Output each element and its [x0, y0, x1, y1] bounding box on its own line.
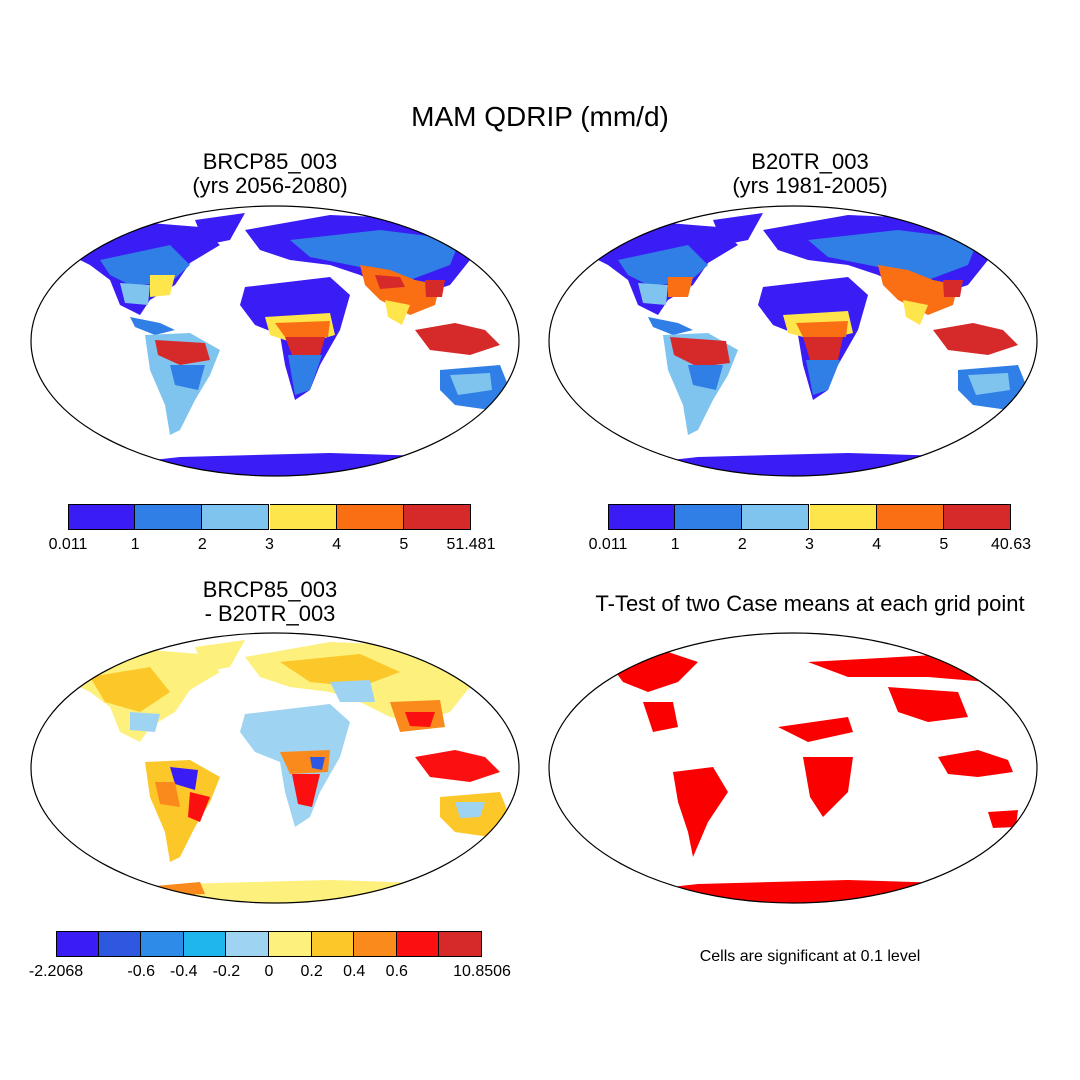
- colorbar-2-box: [675, 504, 743, 530]
- colorbar-1-label: 5: [399, 536, 409, 553]
- colorbar-2-box: [876, 504, 944, 530]
- colorbar-2-label: 5: [939, 536, 949, 553]
- colorbar-2-label: 4: [872, 536, 882, 553]
- colorbar-3-label: -0.2: [212, 963, 241, 980]
- colorbar-3-label: 0.6: [385, 963, 408, 980]
- colorbar-2-label: 1: [670, 536, 680, 553]
- colorbar-3-box: [396, 931, 440, 957]
- map-panel-1-fields: [31, 213, 519, 476]
- map-panel-4-border: [548, 632, 1038, 904]
- colorbar-1-label: 0.011: [48, 536, 88, 553]
- colorbar-2-box: [943, 504, 1011, 530]
- colorbar-3-box: [141, 931, 184, 957]
- colorbar-3-box: [98, 931, 142, 957]
- colorbar-1-box: [336, 504, 404, 530]
- colorbar-3-label: -0.6: [127, 963, 155, 980]
- map-panel-1: [30, 205, 520, 477]
- colorbar-1-label: 4: [332, 536, 342, 553]
- colorbar-1-box: [403, 504, 471, 530]
- colorbar-1-box: [202, 504, 270, 530]
- panel-3-title-line1: BRCP85_003: [202, 577, 338, 602]
- colorbar-3-box: [56, 931, 99, 957]
- map-panel-3-border: [30, 632, 520, 904]
- colorbar-3-label: 0: [264, 963, 274, 980]
- panel-1-title-line1: BRCP85_003: [202, 149, 338, 174]
- colorbar-1-box: [269, 504, 337, 530]
- panel-3-title: BRCP85_003 - B20TR_003: [110, 577, 430, 627]
- colorbar-3-box: [183, 931, 227, 957]
- colorbar-panel-3: -2.2068 -0.6 -0.4 -0.2 0 0.2 0.4 0.6 10.8506: [29, 931, 511, 980]
- colorbar-2-box: [742, 504, 810, 530]
- colorbar-3-label: 0.4: [343, 963, 366, 980]
- colorbar-1-label: 3: [265, 536, 274, 553]
- panel-3-title-line2: - B20TR_003: [204, 601, 336, 627]
- map-panel-3: [30, 632, 520, 904]
- colorbar-3-label: 10.8506: [453, 963, 511, 980]
- colorbar-2-label: 0.011: [588, 536, 628, 553]
- colorbar-1-box: [68, 504, 136, 530]
- colorbar-3-label: -0.4: [170, 963, 198, 980]
- map-panel-4: [548, 632, 1038, 904]
- colorbar-2-label: 40.63: [990, 536, 1032, 553]
- colorbar-2-box: [809, 504, 877, 530]
- panel-2-title: B20TR_003 (yrs 1981-2005): [650, 149, 970, 199]
- colorbar-1-label: 51.481: [446, 536, 496, 553]
- panel-2-title-line1: B20TR_003: [751, 149, 869, 174]
- map-panel-1-border: [30, 205, 520, 477]
- panel-1-title: BRCP85_003 (yrs 2056-2080): [110, 149, 430, 199]
- colorbar-3-label: 0.2: [300, 963, 323, 980]
- figure-title: MAM QDRIP (mm/d): [411, 101, 669, 132]
- colorbar-3-label: -2.2068: [28, 963, 84, 980]
- panel-4-title: T-Test of two Case means at each grid po…: [540, 591, 1080, 616]
- map-panel-2: [548, 205, 1038, 477]
- colorbar-1-box: [135, 504, 203, 530]
- colorbar-2-box: [608, 504, 676, 530]
- panel-4-title-line1: T-Test of two Case means at each grid po…: [595, 591, 1025, 616]
- colorbar-3-box: [354, 931, 397, 957]
- colorbar-3-box: [269, 931, 312, 957]
- map-panel-4-significant-cells: [549, 652, 1037, 903]
- significance-note: Cells are significant at 0.1 level: [699, 948, 921, 965]
- colorbar-panel-1: 0.011 1 2 3 4 5 51.481: [49, 504, 495, 553]
- colorbar-3-box: [226, 931, 269, 957]
- panel-1-title-line2: (yrs 2056-2080): [192, 173, 348, 199]
- map-panel-2-border: [548, 205, 1038, 477]
- colorbar-3-box: [439, 931, 482, 957]
- colorbar-2-label: 3: [805, 536, 814, 553]
- colorbar-panel-2: 0.011 1 2 3 4 5 40.63: [589, 504, 1031, 553]
- colorbar-1-label: 2: [197, 536, 207, 553]
- colorbar-3-box: [311, 931, 355, 957]
- colorbar-2-label: 2: [737, 536, 747, 553]
- colorbar-1-label: 1: [130, 536, 140, 553]
- panel-2-title-line2: (yrs 1981-2005): [732, 173, 888, 199]
